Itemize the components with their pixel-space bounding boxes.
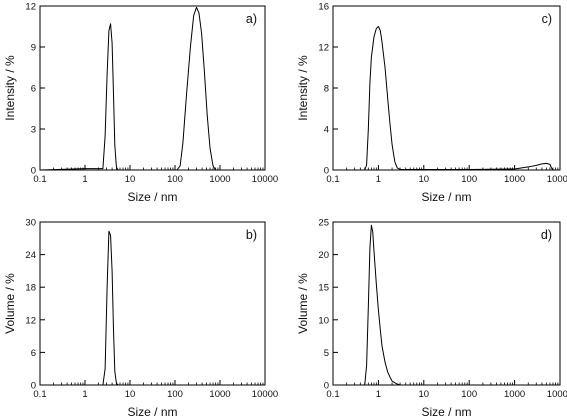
y-tick-label-6: 6 (31, 84, 36, 95)
x-tick-label-0-1: 0.1 (33, 389, 46, 400)
series-line-0 (39, 6, 265, 171)
y-tick-label-16: 16 (318, 2, 329, 13)
y-tick-label-0: 0 (31, 166, 36, 177)
series-line-0 (333, 26, 554, 171)
x-tick-label-1: 1 (82, 174, 87, 185)
y-tick-label-18: 18 (25, 283, 36, 294)
y-tick-label-3: 3 (31, 125, 36, 136)
x-axis-label: Size / nm (421, 190, 471, 204)
x-tick-label-1: 1 (376, 389, 381, 400)
y-axis-label: Intensity / % (3, 55, 17, 121)
x-tick-label-100: 100 (461, 174, 477, 185)
y-tick-label-20: 20 (318, 250, 329, 261)
y-tick-label-5: 5 (324, 348, 329, 359)
y-tick-label-24: 24 (25, 250, 36, 261)
y-tick-label-25: 25 (318, 218, 329, 229)
y-tick-label-12: 12 (25, 2, 36, 13)
x-tick-label-100: 100 (167, 389, 183, 400)
y-axis-label: Volume / % (296, 273, 310, 334)
series-line-0 (333, 224, 560, 386)
y-tick-label-0: 0 (324, 166, 329, 177)
y-axis-label: Volume / % (3, 273, 17, 334)
panel-label: c) (542, 12, 552, 26)
y-tick-label-0: 0 (31, 381, 36, 392)
plot-frame (39, 5, 266, 171)
x-tick-label-10000: 10000 (547, 389, 567, 400)
y-tick-label-12: 12 (318, 43, 329, 54)
x-tick-label-10: 10 (419, 389, 430, 400)
x-tick-label-0-1: 0.1 (33, 174, 46, 185)
x-tick-label-0-1: 0.1 (326, 174, 339, 185)
y-tick-label-12: 12 (25, 315, 36, 326)
y-tick-label-9: 9 (31, 43, 36, 54)
y-tick-label-0: 0 (324, 381, 329, 392)
panel-c: 0.1 1 10 100 1000 10000 0 4 8 12 16 Size / nm Intens… (296, 2, 567, 205)
x-tick-label-10: 10 (419, 174, 430, 185)
panel-label: b) (246, 228, 257, 242)
x-tick-label-1000: 1000 (209, 389, 230, 400)
y-tick-label-6: 6 (31, 348, 36, 359)
y-tick-label-15: 15 (318, 283, 329, 294)
x-tick-label-100: 100 (461, 389, 477, 400)
y-axis-label: Intensity / % (296, 55, 310, 121)
panel-b: 0.1 1 10 100 1000 10000 0 6 12 18 24 30 Size / nm Vol… (3, 218, 278, 420)
x-tick-label-1000: 1000 (209, 174, 230, 185)
series-line-0 (40, 230, 265, 386)
x-tick-label-1000: 1000 (504, 174, 525, 185)
y-tick-label-10: 10 (318, 315, 329, 326)
x-axis-label: Size / nm (127, 190, 177, 204)
panel-label: a) (246, 12, 257, 26)
x-tick-label-10000: 10000 (252, 389, 278, 400)
panel-d: 0.1 1 10 100 1000 10000 0 5 10 15 20 25 Size / nm Vol… (296, 218, 567, 420)
x-tick-label-10: 10 (125, 389, 136, 400)
x-tick-label-10000: 10000 (547, 174, 567, 185)
y-tick-label-30: 30 (25, 218, 36, 229)
x-tick-label-10: 10 (125, 174, 136, 185)
x-tick-label-1: 1 (376, 174, 381, 185)
x-tick-label-10000: 10000 (252, 174, 278, 185)
x-axis-label: Size / nm (421, 405, 471, 419)
panel-a: 0.1 1 10 100 1000 10000 0 3 6 9 12 Size / nm Intensi… (3, 2, 278, 205)
x-tick-label-1: 1 (82, 389, 87, 400)
x-tick-label-0-1: 0.1 (326, 389, 339, 400)
x-tick-label-100: 100 (167, 174, 183, 185)
x-tick-label-1000: 1000 (504, 389, 525, 400)
y-tick-label-4: 4 (324, 125, 329, 136)
y-tick-label-8: 8 (324, 84, 329, 95)
panel-label: d) (541, 228, 552, 242)
x-axis-label: Size / nm (127, 405, 177, 419)
plot-frame (39, 221, 266, 386)
